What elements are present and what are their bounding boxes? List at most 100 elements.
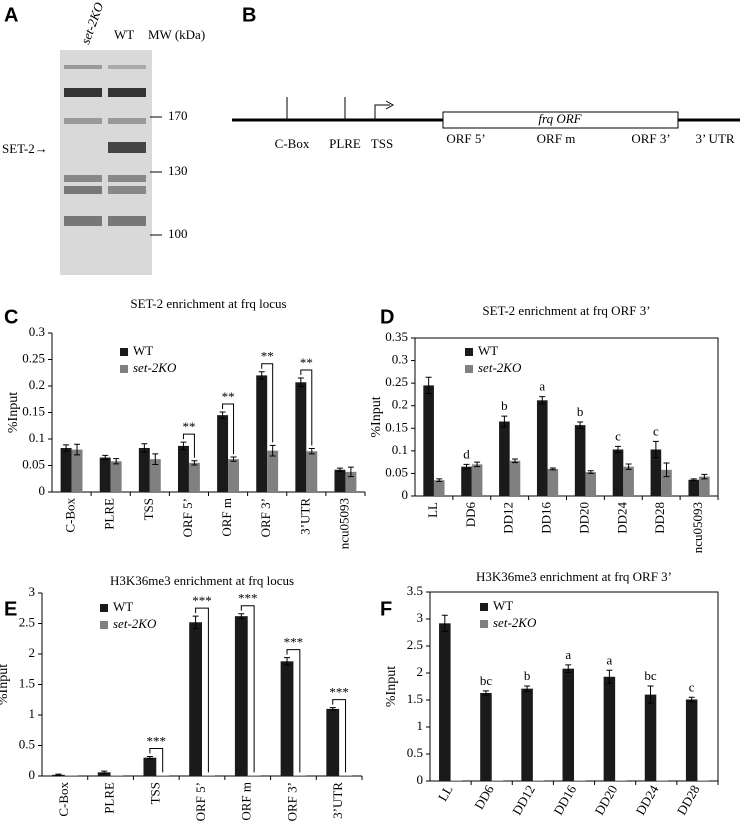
bar — [138, 448, 150, 492]
bar — [280, 661, 294, 776]
y-tick-label: 3.5 — [407, 583, 423, 598]
y-tick-label: 3 — [417, 610, 424, 625]
bar — [521, 688, 533, 781]
bar — [439, 623, 451, 781]
panel-label: A — [4, 4, 18, 26]
x-tick-label: LL — [435, 782, 456, 803]
error-bar — [101, 770, 108, 775]
y-tick-label: 0.25 — [385, 374, 408, 389]
x-tick-label: DD16 — [550, 782, 579, 817]
x-tick-label: ORF 3’ — [258, 498, 273, 537]
legend-label: WT — [493, 598, 513, 613]
bar — [339, 775, 352, 776]
error-bar — [347, 466, 354, 478]
panel-label: C — [4, 306, 18, 328]
y-tick-label: 0 — [402, 487, 409, 502]
error-bar — [606, 669, 613, 684]
significance-label: *** — [238, 591, 258, 606]
error-bar — [463, 463, 470, 470]
bar — [60, 448, 72, 492]
bar — [326, 708, 340, 776]
error-bar — [425, 376, 432, 395]
element-label: ORF 5’ — [446, 131, 485, 146]
panel-label: B — [242, 4, 256, 26]
bar — [499, 421, 510, 496]
significance-bracket — [195, 607, 209, 773]
x-tick-label: ORF m — [219, 498, 234, 537]
significance-bracket — [332, 699, 347, 773]
y-tick-label: 2 — [29, 645, 36, 660]
x-tick-label: DD20 — [576, 502, 591, 534]
error-bar — [308, 448, 315, 455]
significance-label: ** — [261, 349, 274, 364]
bar — [574, 425, 586, 496]
error-bar — [474, 461, 481, 468]
chart-title: SET-2 enrichment at frq locus — [130, 296, 286, 311]
error-bar — [63, 444, 70, 452]
significance-label: ** — [222, 389, 235, 404]
error-bar — [647, 685, 654, 704]
legend-label: set-2KO — [478, 360, 522, 375]
legend-label: set-2KO — [133, 360, 177, 375]
marker-label: 170 — [168, 108, 188, 123]
significance-label: ** — [300, 355, 313, 370]
x-tick-label: 3’UTR — [330, 782, 345, 819]
legend-swatch — [465, 348, 473, 356]
bar — [491, 780, 504, 781]
y-tick-label: 0.2 — [29, 377, 45, 392]
error-bar — [701, 473, 708, 480]
bar — [267, 450, 279, 492]
bar — [149, 459, 161, 492]
significance-label: ** — [182, 419, 195, 434]
error-bar — [441, 614, 448, 632]
y-tick-label: 0 — [417, 772, 424, 787]
mw-label: MW (kDa) — [148, 27, 205, 42]
x-tick-label: C-Box — [56, 782, 71, 817]
bar — [644, 694, 657, 781]
bar — [99, 457, 111, 492]
error-bar — [336, 467, 343, 472]
bar — [585, 472, 597, 496]
letter-label: d — [463, 446, 470, 461]
x-tick-label: ORF 3’ — [284, 782, 299, 821]
bar — [615, 780, 627, 781]
significance-bracket — [261, 363, 274, 443]
error-bar — [524, 685, 531, 692]
significance-label: *** — [284, 635, 304, 650]
bar — [143, 757, 157, 776]
error-bar — [663, 462, 670, 478]
error-bar — [146, 755, 153, 760]
bar — [110, 461, 122, 492]
legend-swatch — [465, 365, 473, 373]
x-tick-label: LL — [425, 502, 440, 518]
error-bar — [284, 657, 291, 666]
bar — [177, 445, 189, 492]
letter-label: a — [565, 647, 571, 662]
bar — [234, 616, 248, 776]
legend-swatch — [480, 620, 488, 628]
bar — [247, 775, 261, 776]
x-tick-label: DD20 — [591, 782, 620, 817]
error-bar — [625, 463, 632, 470]
gene-diagram — [232, 97, 740, 129]
chart-title: H3K36me3 enrichment at frq ORF 3’ — [476, 569, 672, 584]
letter-label: bc — [480, 673, 493, 688]
error-bar — [482, 690, 489, 696]
bar — [471, 464, 483, 496]
error-bar — [180, 441, 187, 451]
letter-label: c — [653, 423, 659, 438]
y-tick-label: 0.15 — [22, 403, 45, 418]
bar — [562, 668, 574, 781]
y-tick-label: 0.25 — [22, 350, 45, 365]
significance-label: *** — [192, 593, 212, 608]
x-tick-label: PLRE — [102, 498, 117, 530]
letter-label: b — [577, 404, 584, 419]
x-tick-label: TSS — [147, 782, 162, 804]
bar — [64, 775, 78, 776]
x-tick-label: DD6 — [463, 502, 478, 528]
error-bar — [258, 371, 265, 380]
letter-label: a — [606, 652, 612, 667]
error-bar — [74, 443, 81, 456]
error-bar — [297, 377, 304, 388]
